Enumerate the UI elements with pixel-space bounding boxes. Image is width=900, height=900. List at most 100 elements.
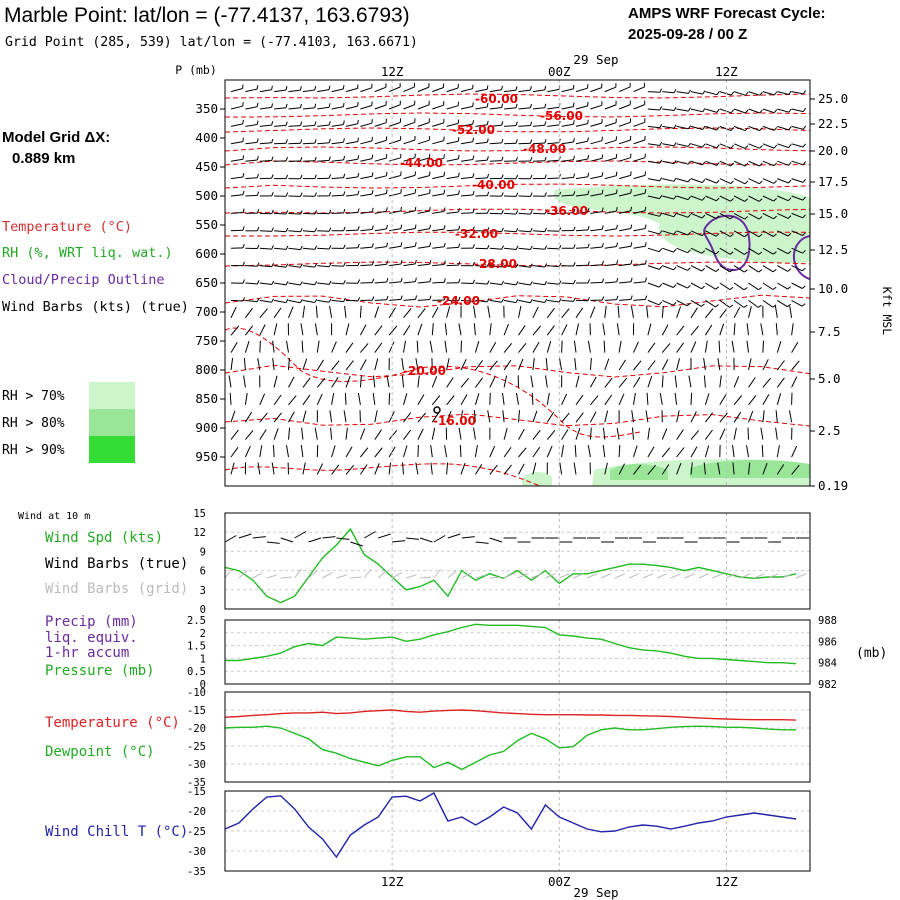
wind-barb [360, 87, 372, 93]
wind-barb [676, 247, 688, 254]
wind-barb [775, 410, 778, 423]
wind-barb [274, 142, 287, 145]
wind-barb [545, 357, 548, 371]
wind-barb [633, 445, 638, 458]
wind-barb-flag [343, 280, 346, 285]
temperature-contour [224, 146, 811, 152]
wind-barb [587, 340, 591, 353]
wind-barb-flag [729, 304, 734, 308]
wind-barb [259, 299, 272, 303]
wind-barb-flag [758, 198, 763, 202]
surface-wind-barb [392, 540, 406, 543]
wind-barb [388, 104, 401, 110]
wind-barb-flag [242, 155, 245, 160]
wind-barb [345, 141, 358, 145]
wind-barb-flag [386, 295, 389, 300]
wind-barb [446, 306, 451, 318]
height-tick: 5.0 [818, 371, 841, 386]
wind-barb [373, 375, 376, 388]
temperature-contour [224, 463, 541, 487]
wind-barb [604, 122, 617, 127]
wind-barb-flag [271, 156, 274, 161]
wind-barb [460, 340, 462, 353]
wind-barb [460, 358, 467, 371]
wind-barb-flag [802, 107, 807, 112]
wind-barb [575, 211, 588, 214]
wind-barb [776, 464, 785, 475]
wind-barb-flag [314, 156, 317, 161]
wind-barb [360, 447, 369, 458]
surface-wind-barb [378, 533, 391, 539]
wind-barb [302, 107, 315, 110]
wind-barb [503, 342, 513, 353]
wind-barb [403, 157, 416, 162]
wind-barb [417, 245, 430, 249]
wind-barb-flag [716, 108, 720, 113]
wind-barb [690, 325, 699, 336]
wind-barb-flag [716, 179, 720, 184]
wind-barb [662, 282, 674, 288]
wind-barb [777, 299, 788, 308]
temperature-label: -56.00 [540, 109, 583, 123]
wind-barb [733, 427, 737, 440]
wind-barb-flag [544, 263, 548, 268]
wind-barb-flag [530, 139, 533, 144]
wind-barb [618, 86, 631, 93]
wind-barb-flag [400, 295, 403, 300]
wind-barb [229, 392, 232, 405]
wind-barb-flag [687, 231, 691, 236]
wind-barb [575, 428, 581, 440]
panel-y-tick: -30 [187, 759, 206, 771]
wind-barb [633, 121, 645, 127]
wind-barb-flag [343, 297, 346, 302]
wind-barb-flag [314, 298, 318, 303]
wind-barb [302, 299, 315, 303]
wind-barb-flag [601, 172, 604, 177]
temperature-contour [224, 294, 811, 308]
wind-barb-flag [515, 103, 518, 108]
wind-barb [359, 359, 367, 371]
wind-barb [331, 299, 344, 303]
wind-barb [518, 125, 531, 127]
wind-barb [489, 282, 502, 286]
wind-barb-flag [630, 295, 633, 300]
wind-barb [446, 105, 459, 110]
wind-barb-flag [757, 304, 762, 308]
wind-barb [288, 247, 301, 251]
wind-barb [704, 445, 710, 458]
wind-barb [317, 230, 330, 232]
wind-barb [330, 427, 333, 440]
wind-barb [719, 375, 722, 388]
wind-barb-flag [342, 102, 345, 107]
wind-barb [619, 263, 632, 267]
wind-barb-flag [744, 127, 749, 132]
wind-barb [331, 341, 337, 353]
wind-barb [475, 124, 488, 127]
wind-barb-flag [486, 173, 490, 179]
wind-barb [705, 125, 717, 131]
wind-barb [503, 447, 512, 458]
wind-barb [273, 375, 278, 388]
wind-barb-flag [772, 286, 777, 290]
wind-barb [647, 282, 660, 288]
grid-wind-barb [433, 568, 441, 579]
wind-barb [604, 394, 613, 406]
panel-y-tick: -30 [187, 846, 206, 858]
wind-barb [762, 212, 774, 220]
wind-barb-flag [242, 172, 245, 178]
wind-barb [331, 106, 344, 110]
wind-barb-flag [729, 233, 734, 237]
wind-barb-flag [271, 262, 274, 268]
wind-barb-flag [242, 226, 245, 231]
wind-barb-flag [400, 259, 403, 265]
wind-barb [733, 160, 746, 167]
wind-barb-flag [644, 206, 647, 211]
wind-barb [446, 358, 450, 371]
wind-barb [561, 445, 564, 458]
wind-barb-flag [299, 299, 303, 303]
wind-barb [374, 86, 387, 93]
wind-barb [602, 445, 606, 458]
wind-barb-flag [256, 297, 260, 302]
wind-barb [444, 445, 448, 458]
wind-barb-flag [758, 216, 763, 220]
